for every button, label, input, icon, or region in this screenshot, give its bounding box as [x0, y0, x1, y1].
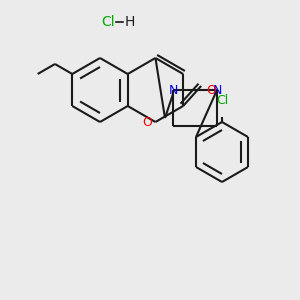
Text: N: N — [168, 83, 178, 97]
Text: O: O — [206, 83, 216, 97]
Text: Cl: Cl — [101, 15, 115, 29]
Text: H: H — [125, 15, 135, 29]
Text: Cl: Cl — [216, 94, 228, 107]
Text: N: N — [212, 83, 222, 97]
Text: O: O — [142, 116, 152, 128]
